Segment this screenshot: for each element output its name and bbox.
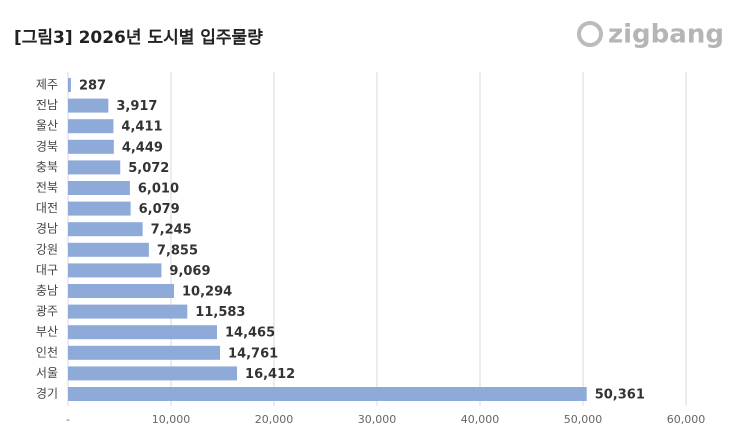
data-label: 7,855 — [157, 243, 198, 258]
y-tick-label: 울산 — [36, 119, 58, 133]
data-label: 287 — [79, 79, 106, 94]
y-tick-label: 대전 — [36, 201, 58, 215]
data-label: 10,294 — [182, 285, 232, 300]
bar — [68, 139, 114, 154]
x-tick-label: 50,000 — [564, 413, 603, 426]
data-label: 14,761 — [228, 346, 278, 361]
y-tick-label: 강원 — [36, 242, 58, 256]
y-tick-label: 인천 — [36, 344, 58, 359]
data-label: 14,465 — [225, 326, 275, 341]
data-label: 4,411 — [121, 120, 162, 135]
bar — [68, 222, 143, 237]
y-tick-label: 부산 — [36, 325, 58, 339]
data-label: 11,583 — [195, 305, 245, 320]
y-tick-label: 전남 — [36, 98, 58, 112]
bar — [68, 242, 149, 257]
y-tick-label: 제주 — [36, 78, 58, 92]
x-tick-label: 40,000 — [461, 413, 500, 426]
bar — [68, 263, 162, 278]
data-label: 5,072 — [128, 161, 169, 176]
y-tick-label: 충남 — [36, 284, 58, 298]
data-label: 3,917 — [116, 99, 157, 114]
bar — [68, 284, 175, 298]
data-label: 50,361 — [595, 388, 645, 403]
x-tick-label: - — [66, 413, 70, 426]
x-tick-label: 60,000 — [667, 413, 706, 426]
bar — [68, 119, 114, 134]
x-tick-label: 10,000 — [152, 413, 191, 426]
data-label: 4,449 — [122, 140, 163, 155]
y-tick-label: 충북 — [36, 160, 58, 174]
logo-text: zigbang — [608, 20, 724, 50]
bar — [68, 78, 71, 92]
y-tick-label: 경북 — [36, 139, 58, 153]
y-tick-label: 경기 — [36, 387, 58, 401]
data-label: 9,069 — [169, 264, 210, 279]
x-tick-label: 20,000 — [255, 413, 294, 426]
y-tick-label: 전북 — [36, 181, 58, 195]
logo: zigbang — [577, 20, 724, 50]
bar — [68, 366, 238, 381]
y-tick-label: 경남 — [36, 222, 58, 236]
logo-icon — [577, 21, 603, 47]
data-label: 16,412 — [245, 367, 295, 382]
data-label: 6,010 — [138, 182, 179, 197]
bar — [68, 98, 109, 113]
data-label: 7,245 — [151, 223, 192, 238]
bar — [68, 345, 221, 360]
chart-title: [그림3] 2026년 도시별 입주물량 — [14, 28, 263, 48]
x-tick-label: 30,000 — [358, 413, 397, 426]
bar — [68, 201, 131, 216]
y-tick-label: 광주 — [36, 304, 58, 318]
bar — [68, 325, 217, 340]
bar — [68, 160, 121, 175]
y-tick-label: 서울 — [36, 366, 58, 380]
data-label: 6,079 — [139, 202, 180, 217]
bar — [68, 387, 587, 401]
bar — [68, 181, 130, 195]
bar — [68, 304, 188, 319]
y-tick-label: 대구 — [36, 263, 58, 277]
